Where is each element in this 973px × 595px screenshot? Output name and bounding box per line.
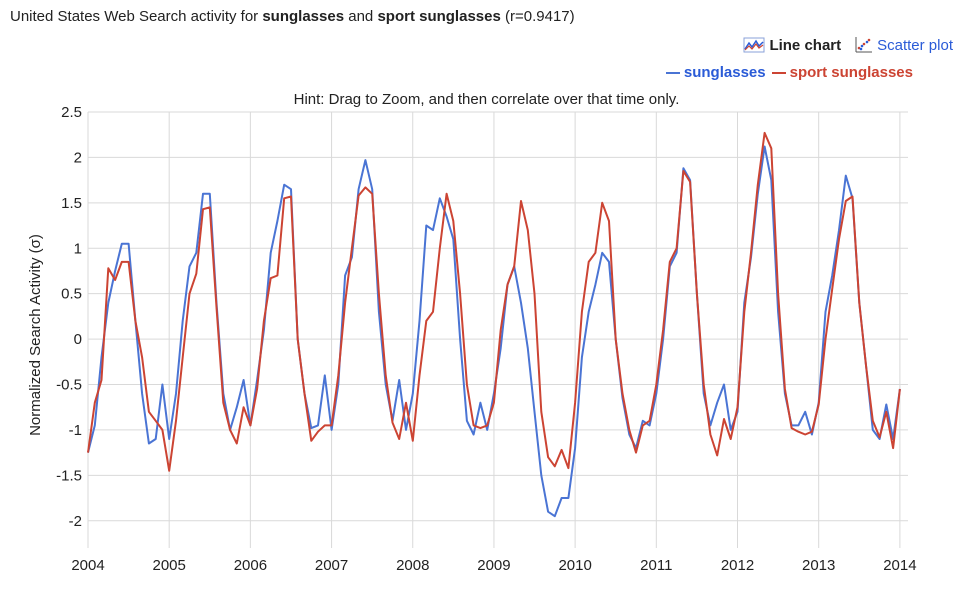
legend-item-sunglasses[interactable]: sunglasses (665, 64, 766, 81)
page-title: United States Web Search activity for su… (10, 8, 575, 25)
x-tick-label: 2011 (640, 557, 672, 574)
title-term-1: sunglasses (262, 8, 345, 25)
zoom-hint: Hint: Drag to Zoom, and then correlate o… (293, 91, 680, 108)
legend-label-sunglasses: sunglasses (683, 64, 766, 81)
chart-legend: sunglasses sport sunglasses (665, 64, 913, 81)
x-tick-label: 2010 (558, 557, 591, 574)
series-line-sport-sunglasses (87, 131, 901, 472)
x-tick-label: 2004 (71, 557, 104, 574)
legend-label-sport-sunglasses: sport sunglasses (789, 64, 913, 81)
x-tick-label: 2006 (234, 557, 267, 574)
scatter-plot-label: Scatter plot (877, 36, 953, 54)
title-prefix: United States Web Search activity for (10, 8, 263, 25)
y-tick-label: 1 (74, 240, 82, 257)
series-layer (87, 131, 901, 518)
y-tick-label: -1 (69, 422, 82, 439)
legend-item-sport-sunglasses[interactable]: sport sunglasses (771, 64, 913, 81)
y-axis-title: Normalized Search Activity (σ) (27, 234, 44, 436)
scatter-plot-icon (855, 37, 873, 53)
grid-layer (87, 111, 908, 548)
chart-type-controls: Line chart Scatter plot (743, 36, 953, 54)
x-tick-label: 2014 (883, 557, 916, 574)
x-tick-label: 2012 (721, 557, 754, 574)
y-tick-label: 2.5 (61, 104, 82, 121)
y-tick-label: -2 (69, 513, 82, 530)
x-tick-label: 2005 (153, 557, 186, 574)
scatter-plot-button[interactable]: Scatter plot (853, 36, 953, 54)
x-tick-label: 2007 (315, 557, 348, 574)
y-tick-label: 0 (74, 331, 82, 348)
y-tick-label: 1.5 (61, 195, 82, 212)
x-tick-label: 2013 (802, 557, 835, 574)
title-and: and (344, 8, 378, 25)
y-tick-label: -0.5 (56, 377, 82, 394)
x-tick-label: 2009 (477, 557, 510, 574)
legend-swatch-sport-sunglasses (771, 71, 786, 74)
line-chart-label: Line chart (769, 36, 842, 54)
title-correlation: (r=0.9417) (500, 8, 575, 25)
title-term-2: sport sunglasses (377, 8, 501, 25)
line-chart-button[interactable]: Line chart (743, 37, 841, 54)
label-layer: 2004 2005 2006 2007 2008 2009 2010 2011 2012 2013… (27, 104, 917, 574)
legend-swatch-sunglasses (665, 71, 680, 74)
x-tick-label: 2008 (396, 557, 429, 574)
line-chart-icon (743, 37, 765, 53)
y-tick-label: 0.5 (61, 286, 82, 303)
y-tick-label: 2 (74, 149, 82, 166)
y-tick-label: -1.5 (56, 467, 82, 484)
